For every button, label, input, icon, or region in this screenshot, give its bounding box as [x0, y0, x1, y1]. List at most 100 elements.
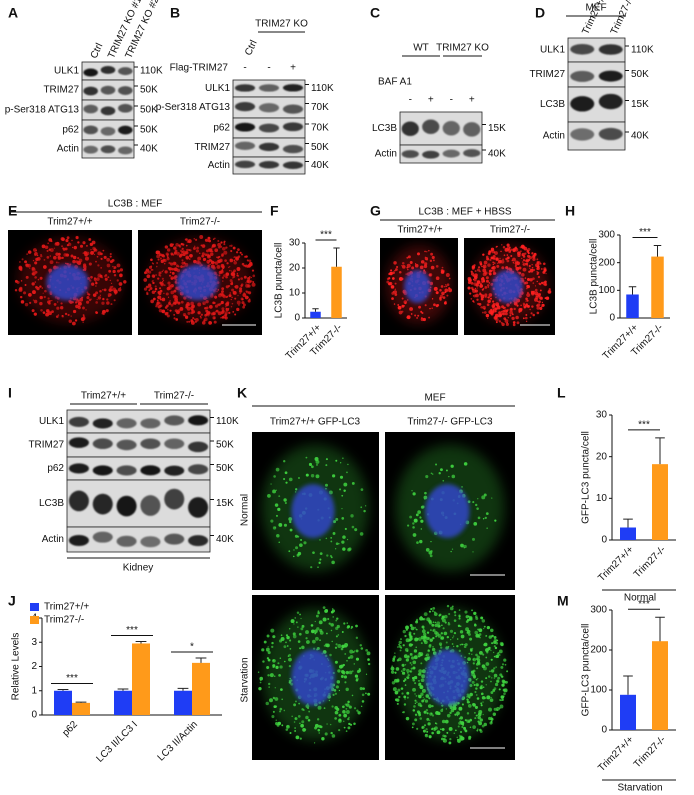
puncta: [397, 646, 399, 648]
puncta: [149, 285, 152, 287]
puncta: [541, 301, 544, 303]
puncta: [423, 495, 428, 500]
puncta: [392, 291, 395, 293]
puncta: [490, 691, 494, 694]
puncta: [414, 693, 416, 695]
puncta: [466, 661, 469, 664]
puncta: [453, 610, 457, 614]
puncta: [269, 698, 273, 703]
puncta: [175, 300, 179, 304]
puncta: [25, 263, 30, 268]
puncta: [431, 728, 434, 731]
puncta: [482, 311, 484, 314]
puncta: [270, 519, 274, 523]
puncta: [184, 251, 188, 255]
puncta: [491, 267, 494, 270]
puncta: [211, 259, 213, 262]
puncta: [330, 629, 333, 632]
subtitle: Trim27+/+: [47, 217, 92, 228]
puncta: [504, 318, 507, 321]
puncta: [476, 667, 479, 670]
puncta: [470, 298, 473, 300]
puncta: [152, 281, 155, 285]
puncta: [460, 543, 465, 548]
puncta: [471, 288, 474, 291]
puncta: [270, 628, 275, 633]
puncta: [483, 266, 485, 268]
puncta: [460, 634, 465, 639]
puncta: [58, 262, 60, 264]
puncta: [241, 253, 243, 256]
puncta: [441, 291, 445, 296]
puncta: [299, 613, 301, 616]
band: [116, 495, 137, 517]
puncta: [299, 543, 303, 548]
puncta: [539, 306, 543, 311]
puncta: [477, 516, 481, 520]
puncta: [474, 287, 477, 290]
puncta: [531, 252, 534, 255]
puncta: [403, 703, 407, 706]
puncta: [444, 286, 446, 288]
puncta: [86, 296, 90, 300]
subtitle: Trim27+/+: [397, 225, 442, 236]
puncta: [220, 241, 223, 244]
puncta: [421, 669, 426, 674]
puncta: [536, 265, 540, 269]
puncta: [116, 263, 121, 268]
puncta: [488, 272, 491, 275]
puncta: [531, 305, 534, 308]
puncta: [267, 494, 271, 498]
puncta: [405, 716, 410, 721]
puncta: [291, 715, 293, 717]
puncta: [263, 640, 267, 644]
error-bar: [75, 701, 87, 703]
puncta: [513, 307, 516, 311]
band: [401, 150, 419, 159]
puncta: [448, 612, 451, 616]
puncta: [314, 456, 319, 461]
puncta: [425, 636, 430, 641]
puncta: [416, 317, 418, 319]
puncta: [437, 633, 442, 638]
puncta: [487, 675, 491, 678]
puncta: [448, 277, 451, 280]
size-label: 110K: [311, 83, 334, 94]
puncta: [294, 727, 296, 729]
puncta: [509, 310, 513, 315]
puncta: [495, 654, 499, 659]
puncta: [459, 630, 464, 634]
puncta: [457, 725, 460, 728]
puncta: [426, 250, 428, 253]
puncta: [305, 456, 308, 459]
puncta: [364, 505, 367, 507]
row-label: p-Ser318 ATG13: [5, 105, 80, 116]
puncta: [438, 472, 441, 475]
puncta: [365, 692, 367, 695]
puncta: [475, 687, 478, 690]
puncta: [496, 680, 499, 683]
puncta: [105, 309, 109, 313]
puncta: [336, 617, 339, 620]
puncta: [423, 612, 428, 617]
puncta: [299, 647, 302, 650]
puncta: [326, 632, 328, 635]
puncta: [341, 494, 344, 497]
puncta: [220, 300, 224, 305]
puncta: [274, 526, 276, 529]
puncta: [57, 252, 61, 256]
puncta: [490, 696, 492, 699]
puncta: [482, 517, 485, 520]
puncta: [405, 628, 408, 631]
puncta: [112, 265, 114, 268]
puncta: [434, 630, 438, 635]
puncta: [84, 252, 86, 255]
puncta: [536, 258, 539, 261]
puncta: [465, 627, 470, 632]
puncta: [340, 675, 344, 678]
puncta: [148, 265, 153, 269]
puncta: [482, 701, 484, 703]
puncta: [185, 315, 189, 319]
puncta: [424, 256, 427, 259]
puncta: [168, 274, 171, 277]
